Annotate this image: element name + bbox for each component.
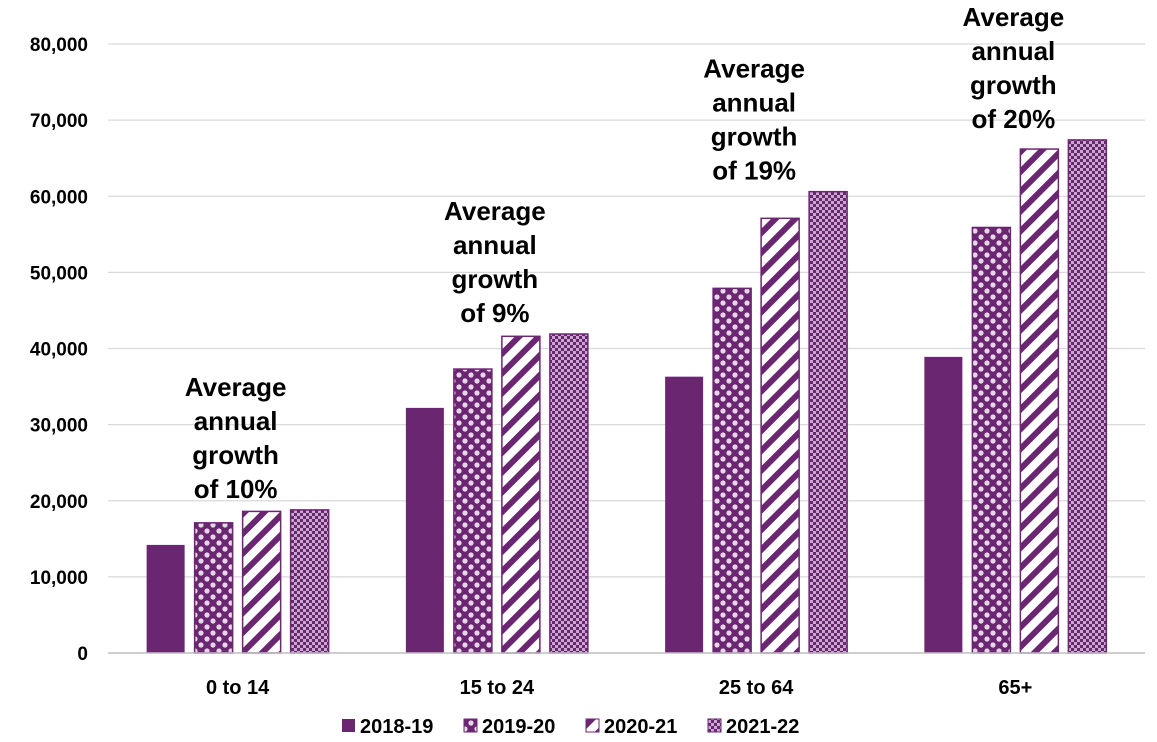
y-tick-label: 80,000 [30, 35, 88, 56]
legend-item: 2019-20 [463, 716, 555, 738]
annotation-growth: Average annual growth of 10% [185, 372, 287, 504]
x-axis: 0 to 14 15 to 24 25 to 64 65+ [108, 652, 1145, 699]
annotation-line: growth [192, 440, 279, 470]
bar-2018-19-65plus [924, 356, 963, 653]
bar-2021-22-15-to-24 [549, 333, 589, 654]
annotation-line: annual [453, 230, 537, 260]
y-tick-label: 0 [77, 644, 88, 665]
bar-2020-21-0-to-14 [241, 510, 282, 654]
x-category-label: 25 to 64 [719, 677, 794, 699]
annotation-line: growth [970, 70, 1057, 100]
legend-item: 2018-19 [342, 716, 433, 738]
legend-label: 2019-20 [482, 716, 555, 738]
legend-label: 2018-19 [360, 716, 433, 738]
legend-item: 2020-21 [585, 716, 677, 738]
legend-item: 2021-22 [707, 716, 799, 738]
y-tick-label: 40,000 [30, 340, 88, 361]
bar-2019-20-0-to-14 [193, 522, 234, 654]
annotation-line: growth [711, 122, 798, 152]
bar-2020-21-25-to-64 [760, 217, 800, 654]
annotation-line: Average [963, 2, 1065, 32]
bar-2019-20-15-to-24 [453, 368, 493, 654]
bar-2021-22-0-to-14 [289, 509, 330, 654]
legend-swatch [707, 718, 722, 733]
x-category-label: 0 to 14 [206, 677, 270, 699]
bar-2019-20-25-to-64 [712, 287, 752, 654]
y-tick-label: 30,000 [30, 416, 88, 437]
annotation-growth: Average annual growth of 19% [703, 54, 805, 186]
annotation-growth: Average annual growth of 20% [963, 2, 1065, 134]
legend-label: 2021-22 [726, 716, 799, 738]
y-tick-label: 50,000 [30, 263, 88, 284]
annotation-line: of 20% [971, 104, 1055, 134]
annotation-line: Average [444, 196, 546, 226]
annotation-line: growth [452, 264, 539, 294]
bar-2020-21-15-to-24 [501, 335, 541, 654]
y-tick-label: 60,000 [30, 187, 88, 208]
annotation-line: Average [703, 54, 805, 84]
annotation-line: of 10% [194, 474, 278, 504]
x-category-label: 15 to 24 [460, 677, 535, 699]
y-tick-label: 20,000 [30, 492, 88, 513]
gridlines [108, 43, 1145, 578]
annotation-line: annual [194, 406, 278, 436]
annotation-line: Average [185, 372, 287, 402]
bar-2018-19-15-to-24 [405, 407, 444, 653]
bar-2021-22-65plus [1067, 139, 1108, 654]
legend-swatch [585, 718, 600, 733]
annotation-line: annual [712, 88, 796, 118]
bar-2020-21-65plus [1019, 148, 1060, 654]
x-category-label: 65+ [998, 677, 1032, 699]
bar-2018-19-0-to-14 [146, 544, 185, 653]
legend-swatch [463, 718, 478, 733]
legend: 2018-19 2019-20 2020-21 2021-22 [342, 716, 799, 738]
legend-label: 2020-21 [604, 716, 677, 738]
y-tick-label: 70,000 [30, 111, 88, 132]
bars [146, 139, 1108, 654]
bar-2018-19-25-to-64 [665, 376, 704, 653]
bar-2021-22-25-to-64 [808, 190, 848, 654]
legend-swatch [342, 719, 355, 732]
annotations: Average annual growth of 10% Average annual gr… [185, 2, 1064, 504]
y-tick-label: 10,000 [30, 568, 88, 589]
bar-2019-20-65plus [971, 226, 1012, 654]
y-axis-ticks: 0 10,000 20,000 30,000 40,000 50,000 60,000 70,… [30, 35, 88, 665]
annotation-line: of 19% [712, 156, 796, 186]
annotation-line: of 9% [460, 298, 529, 328]
annotation-line: annual [971, 36, 1055, 66]
annotation-growth: Average annual growth of 9% [444, 196, 546, 328]
